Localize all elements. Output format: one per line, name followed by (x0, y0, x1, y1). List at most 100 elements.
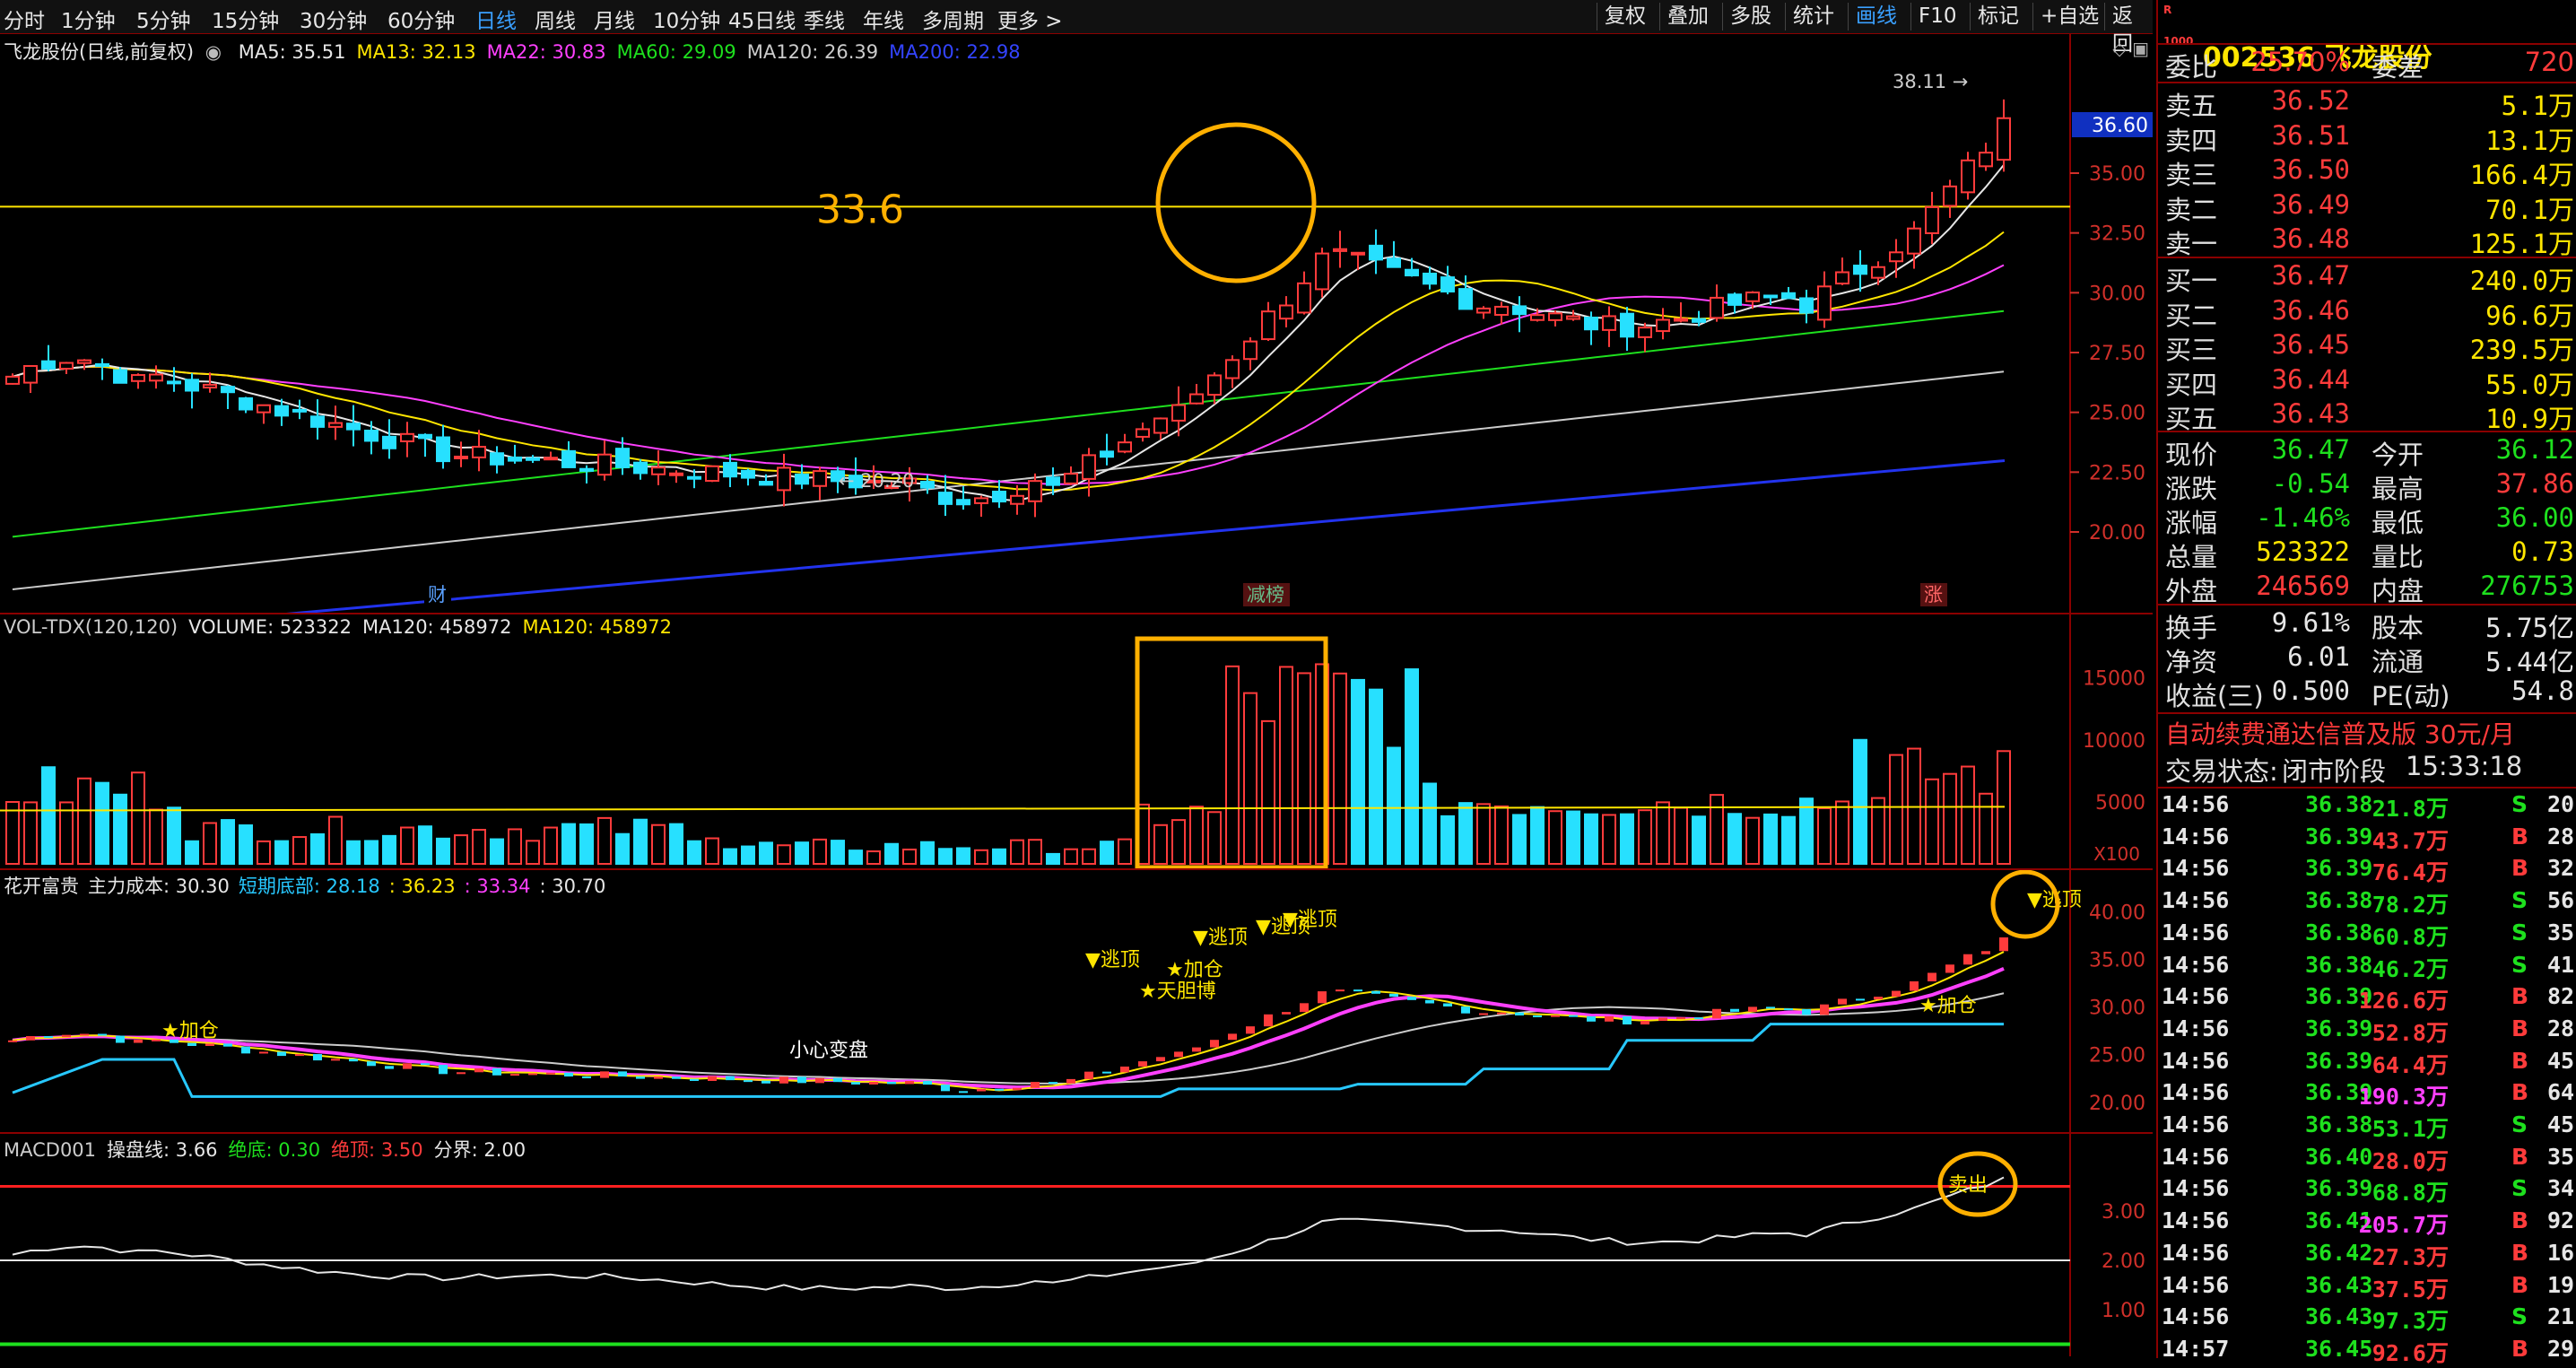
volume-bar[interactable] (777, 844, 791, 865)
toolbar-button[interactable]: 多股 (1722, 3, 1779, 30)
volume-bar[interactable] (1853, 738, 1867, 865)
tick-row[interactable]: 14:56 36.40 28.0万 B 35 (2162, 1144, 2574, 1175)
tick-row[interactable]: 14:56 36.38 53.1万 S 45 (2162, 1111, 2574, 1143)
candle[interactable] (1620, 312, 1634, 338)
candle[interactable] (418, 433, 432, 440)
candle[interactable] (257, 404, 271, 414)
period-tab[interactable]: 年线 (863, 10, 904, 33)
candle[interactable] (902, 477, 917, 484)
promo-text[interactable]: 自动续费通达信普及版 30元/月 (2165, 719, 2515, 749)
candle[interactable] (813, 470, 827, 487)
candle[interactable] (292, 408, 307, 413)
tick-row[interactable]: 14:56 36.41 205.7万 B 92 (2162, 1207, 2574, 1239)
period-tab[interactable]: 10分钟 (653, 10, 721, 33)
toolbar-button[interactable]: 画线 (1848, 3, 1904, 30)
candle[interactable] (651, 466, 666, 475)
volume-bar[interactable] (1423, 782, 1437, 866)
volume-bar[interactable] (849, 850, 863, 865)
period-tab[interactable]: 5分钟 (136, 10, 191, 33)
bid-row[interactable]: 买二 36.46 96.6万 (2165, 295, 2574, 331)
period-tab[interactable]: 日线 (475, 10, 517, 33)
candle[interactable] (1189, 393, 1204, 405)
volume-bar[interactable] (1100, 841, 1114, 865)
candle[interactable] (920, 481, 935, 489)
candle[interactable] (1835, 271, 1849, 285)
panel-options-icon[interactable]: ◇ ▣ (2112, 38, 2149, 59)
volume-bar[interactable] (454, 834, 468, 866)
candle[interactable] (131, 374, 145, 382)
volume-bar[interactable] (1530, 806, 1545, 865)
volume-bar[interactable] (1979, 792, 1993, 865)
volume-bar[interactable] (1512, 814, 1527, 865)
volume-bar[interactable] (1494, 805, 1509, 865)
candle[interactable] (1781, 292, 1796, 300)
volume-bar[interactable] (1046, 852, 1060, 866)
candle[interactable] (705, 465, 719, 483)
volume-bar[interactable] (23, 801, 38, 865)
tick-row[interactable]: 14:56 36.38 78.2万 S 56 (2162, 887, 2574, 919)
period-tab[interactable]: 多周期 (922, 10, 984, 33)
candle[interactable] (669, 472, 683, 476)
toolbar-button[interactable]: 叠加 (1659, 3, 1716, 30)
ask-row[interactable]: 卖一 36.48 125.1万 (2165, 223, 2574, 259)
period-tab[interactable]: 45日线 (728, 10, 796, 33)
candle[interactable] (274, 405, 289, 417)
candle[interactable] (1692, 318, 1706, 323)
candle[interactable] (1171, 404, 1186, 422)
toolbar-button[interactable]: 标记 (1970, 3, 2026, 30)
candle[interactable] (1476, 307, 1491, 314)
volume-bar[interactable] (1207, 811, 1222, 865)
volume-bar[interactable] (1010, 839, 1024, 865)
volume-bar[interactable] (687, 840, 701, 866)
candle[interactable] (508, 456, 522, 462)
volume-bar[interactable] (795, 841, 809, 865)
volume-bar[interactable] (920, 841, 935, 866)
volume-bar[interactable] (1763, 813, 1778, 865)
candle[interactable] (938, 492, 953, 505)
candle[interactable] (1584, 316, 1598, 331)
candle[interactable] (1315, 252, 1329, 291)
huakai-indicator-panel[interactable]: 花开富贵 主力成本: 30.30 短期底部: 28.18: 36.23: 33.34… (0, 870, 2153, 1134)
volume-bar[interactable] (597, 816, 612, 865)
candle[interactable] (1548, 312, 1562, 321)
tick-row[interactable]: 14:56 36.42 27.3万 B 16 (2162, 1240, 2574, 1271)
volume-bar[interactable] (1476, 803, 1491, 865)
tick-row[interactable]: 14:56 36.38 46.2万 S 41 (2162, 952, 2574, 983)
candle[interactable] (1943, 185, 1957, 207)
candle[interactable] (1799, 297, 1814, 314)
macd-chart[interactable]: 3.00 2.00 1.00 卖出 (0, 1134, 2153, 1356)
candle[interactable] (777, 466, 791, 492)
volume-bar[interactable] (1566, 810, 1580, 865)
candle[interactable] (1997, 117, 2011, 161)
period-tab[interactable]: 分时 (4, 10, 45, 33)
candle[interactable] (579, 467, 594, 472)
macd-panel[interactable]: MACD001 操盘线: 3.66 绝底: 0.30 绝顶: 3.50 分界: 2.00… (0, 1134, 2153, 1356)
period-tab[interactable]: 30分钟 (300, 10, 368, 33)
volume-bar[interactable] (1925, 778, 1939, 866)
volume-bar[interactable] (1835, 800, 1849, 865)
annotation-box[interactable] (1135, 636, 1328, 868)
volume-bar[interactable] (1889, 754, 1903, 865)
candle[interactable] (1243, 340, 1258, 361)
candle[interactable] (1710, 296, 1724, 319)
annotation-circle[interactable] (1990, 870, 2060, 939)
annotation-circle[interactable] (1937, 1151, 2018, 1217)
event-marker[interactable]: 涨 (1924, 584, 1943, 606)
volume-bar[interactable] (113, 793, 127, 865)
candle[interactable] (346, 423, 361, 431)
candle[interactable] (1333, 248, 1347, 252)
candle[interactable] (1207, 374, 1222, 396)
candle[interactable] (561, 449, 576, 468)
volume-bar[interactable] (310, 832, 325, 866)
candle[interactable] (221, 386, 235, 394)
volume-bar[interactable] (705, 837, 719, 865)
candle[interactable] (472, 446, 486, 458)
candle[interactable] (1817, 285, 1832, 321)
bid-row[interactable]: 买三 36.45 239.5万 (2165, 329, 2574, 365)
volume-bar[interactable] (1620, 813, 1634, 865)
ask-row[interactable]: 卖五 36.52 5.1万 (2165, 85, 2574, 121)
candle[interactable] (1907, 227, 1921, 255)
candle[interactable] (1925, 205, 1939, 234)
volume-bar[interactable] (1297, 672, 1311, 865)
candle[interactable] (41, 360, 56, 370)
